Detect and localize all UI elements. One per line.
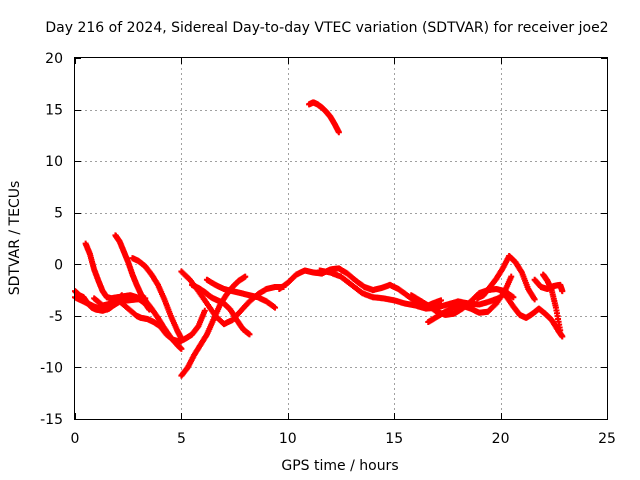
data-series-trace-3 (82, 240, 153, 313)
y-tick-label: 15 (45, 103, 63, 119)
data-point (335, 129, 342, 136)
data-series-trace-15 (474, 253, 538, 303)
data-point (559, 333, 566, 340)
x-tick-label: 5 (177, 431, 186, 447)
data-point (510, 294, 517, 301)
data-traces (72, 99, 566, 379)
x-tick-label: 15 (385, 431, 403, 447)
data-series-trace-19 (306, 99, 342, 136)
y-tick-label: -5 (49, 309, 63, 325)
data-point (531, 296, 538, 303)
chart-title: Day 216 of 2024, Sidereal Day-to-day VTE… (45, 20, 608, 36)
data-series-trace-9 (189, 281, 253, 338)
y-tick-label: 20 (45, 51, 63, 67)
data-series-trace-18 (540, 271, 564, 334)
y-tick-label: 5 (54, 206, 63, 222)
y-tick-label: -10 (40, 360, 63, 376)
data-series-trace-10 (203, 276, 279, 311)
data-point (246, 331, 253, 338)
x-tick-label: 0 (71, 431, 80, 447)
data-point (272, 304, 279, 311)
plot-frame (74, 57, 608, 420)
data-point (508, 273, 515, 280)
x-tick-label: 20 (492, 431, 510, 447)
data-point (201, 307, 208, 314)
data-point (559, 288, 566, 295)
y-tick-label: -15 (40, 412, 63, 428)
x-axis-label: GPS time / hours (281, 458, 398, 474)
data-series-trace-6 (91, 295, 208, 345)
y-tick-label: 0 (54, 257, 63, 273)
data-point (242, 273, 249, 280)
data-point (557, 327, 564, 334)
data-point (438, 297, 445, 304)
grid-lines (75, 58, 607, 419)
x-tick-label: 10 (279, 431, 297, 447)
data-series-trace-14 (425, 273, 515, 326)
y-axis-label: SDTVAR / TECUs (7, 181, 23, 296)
x-tick-label: 25 (598, 431, 616, 447)
data-series-trace-16 (497, 287, 566, 340)
data-series-trace-4 (112, 232, 185, 352)
data-series-trace-17 (531, 276, 566, 295)
data-series-trace-5 (129, 255, 185, 342)
y-tick-label: 10 (45, 154, 63, 170)
data-point (178, 345, 185, 352)
